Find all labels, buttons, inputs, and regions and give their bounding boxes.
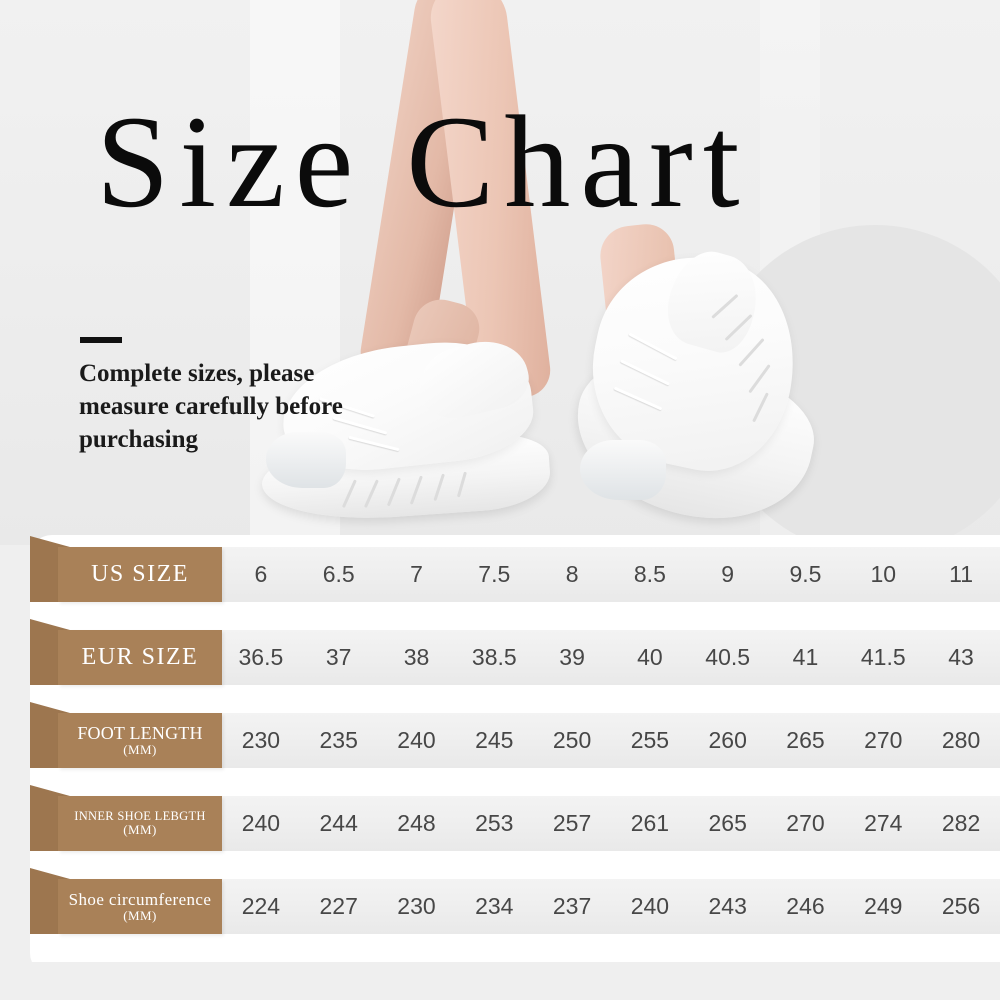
table-row: FOOT LENGTH (MM) 230 235 240 245 250 255 260 265 2… (30, 702, 1000, 768)
table-cell: 237 (552, 893, 592, 919)
table-cell: 41.5 (860, 644, 906, 670)
table-cell: 37 (325, 644, 352, 670)
table-cell: 265 (786, 727, 825, 753)
row-header-label: Shoe circumference (68, 889, 212, 909)
table-cell: 250 (552, 727, 592, 753)
banner-body: US SIZE (58, 547, 222, 602)
table-cell: 243 (708, 893, 747, 919)
table-cell: 38 (403, 644, 430, 670)
table-cell: 265 (708, 810, 747, 836)
table-cell: 227 (319, 893, 358, 919)
table-row: INNER SHOE LEBGTH (MM) 240 244 248 253 257 261 2… (30, 785, 1000, 851)
table-cell: 235 (319, 727, 358, 753)
table-cell: 38.5 (471, 644, 517, 670)
table-row-cells: 224 227 230 234 237 240 243 246 249 256 (222, 879, 1000, 934)
table-cell: 280 (941, 727, 981, 753)
page-title: Size Chart (96, 88, 750, 235)
sneaker-left-toecap (266, 432, 346, 488)
table-cell: 6.5 (322, 561, 355, 587)
table-cell: 256 (941, 893, 981, 919)
table-cell: 6 (254, 561, 268, 587)
table-row: EUR SIZE 36.5 37 38 38.5 39 40 40.5 41 41.5 43 (30, 619, 1000, 685)
table-row-cells: 6 6.5 7 7.5 8 8.5 9 9.5 10 11 (222, 547, 1000, 602)
table-row-cells: 240 244 248 253 257 261 265 270 274 282 (222, 796, 1000, 851)
table-cell: 270 (786, 810, 825, 836)
table-cell: 41 (792, 644, 819, 670)
table-cell: 8 (565, 561, 579, 587)
table-cell: 253 (475, 810, 514, 836)
table-cell: 240 (397, 727, 436, 753)
row-header-banner: EUR SIZE (30, 619, 222, 685)
sneaker-right (560, 235, 825, 539)
row-header-banner: INNER SHOE LEBGTH (MM) (30, 785, 222, 851)
title-dash-accent (80, 337, 122, 343)
table-cell: 224 (241, 893, 281, 919)
banner-body: FOOT LENGTH (MM) (58, 713, 222, 768)
table-cell: 10 (870, 561, 897, 587)
table-cell: 9 (721, 561, 735, 587)
table-cell: 230 (241, 727, 281, 753)
row-header-banner: FOOT LENGTH (MM) (30, 702, 222, 768)
table-cell: 40 (637, 644, 663, 670)
table-cell: 274 (864, 810, 903, 836)
row-header-banner: Shoe circumference (MM) (30, 868, 222, 934)
table-cell: 234 (475, 893, 514, 919)
row-header-label: FOOT LENGTH (77, 723, 203, 744)
table-cell: 240 (630, 893, 670, 919)
row-header-banner: US SIZE (30, 536, 222, 602)
table-cell: 240 (241, 810, 281, 836)
table-cell: 40.5 (705, 644, 751, 670)
row-header-label: US SIZE (91, 561, 189, 588)
table-cell: 270 (864, 727, 903, 753)
table-row: US SIZE 6 6.5 7 7.5 8 8.5 9 9.5 10 11 (30, 536, 1000, 602)
row-header-unit: (MM) (123, 742, 157, 758)
row-header-label: INNER SHOE LEBGTH (74, 809, 206, 824)
table-cell: 230 (397, 893, 436, 919)
table-row-cells: 230 235 240 245 250 255 260 265 270 280 (222, 713, 1000, 768)
row-header-label: EUR SIZE (81, 644, 199, 671)
table-cell: 245 (475, 727, 514, 753)
table-cell: 261 (630, 810, 670, 836)
table-cell: 257 (552, 810, 592, 836)
table-cell: 246 (786, 893, 825, 919)
banner-body: EUR SIZE (58, 630, 222, 685)
row-header-unit: (MM) (123, 907, 157, 923)
table-cell: 244 (319, 810, 358, 836)
table-row-cells: 36.5 37 38 38.5 39 40 40.5 41 41.5 43 (222, 630, 1000, 685)
table-cell: 43 (948, 644, 974, 670)
sneaker-right-toecap (580, 440, 666, 500)
size-table: US SIZE 6 6.5 7 7.5 8 8.5 9 9.5 10 11 EUR SIZE 36.5 3… (0, 535, 1000, 983)
table-cell: 9.5 (789, 561, 822, 587)
table-cell: 248 (397, 810, 436, 836)
table-cell: 7 (410, 561, 423, 587)
table-row: Shoe circumference (MM) 224 227 230 234 237 240… (30, 868, 1000, 934)
table-cell: 36.5 (238, 644, 284, 670)
page-subtitle: Complete sizes, please measure carefully… (79, 360, 343, 453)
table-cell: 260 (708, 727, 747, 753)
product-photo (0, 0, 1000, 545)
table-cell: 255 (630, 727, 670, 753)
table-cell: 249 (864, 893, 903, 919)
table-cell: 282 (941, 810, 981, 836)
table-cell: 11 (949, 561, 974, 587)
banner-body: INNER SHOE LEBGTH (MM) (58, 796, 222, 851)
sneaker-left (258, 331, 558, 526)
row-header-unit: (MM) (123, 822, 157, 838)
table-cell: 7.5 (478, 561, 511, 587)
footer-bar (0, 962, 1000, 1000)
banner-body: Shoe circumference (MM) (58, 879, 222, 934)
table-cell: 8.5 (633, 561, 666, 587)
table-cell: 39 (559, 644, 585, 670)
